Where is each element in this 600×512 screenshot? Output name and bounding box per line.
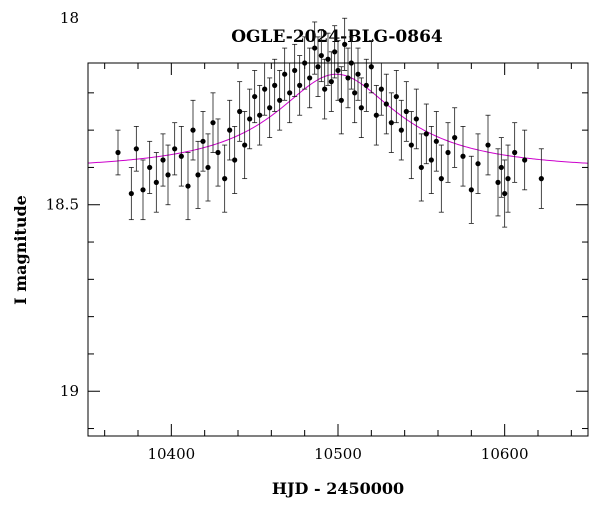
data-point (498, 164, 504, 171)
x-axis-ticks (104, 63, 572, 436)
data-point (165, 172, 171, 178)
data-point (423, 131, 429, 137)
data-point (147, 164, 153, 171)
data-point (502, 190, 508, 197)
data-point (452, 135, 458, 141)
data-point (403, 108, 409, 115)
x-axis-tick-labels: 10400 10500 10600 (147, 445, 528, 463)
y-tick-label: 18 (60, 9, 79, 27)
data-point (522, 157, 528, 163)
data-point (115, 149, 121, 156)
data-point (475, 161, 481, 167)
data-point (485, 142, 491, 148)
data-point (200, 138, 206, 144)
data-point (262, 86, 268, 92)
y-tick-label: 19 (60, 382, 79, 400)
data-point (185, 183, 191, 189)
data-point (418, 164, 424, 171)
data-point (538, 176, 544, 182)
chart-title: OGLE-2024-BLG-0864 (231, 27, 443, 47)
data-point (512, 149, 518, 156)
data-point (352, 90, 358, 96)
data-point (398, 127, 404, 133)
data-point (460, 153, 466, 159)
data-point (242, 142, 248, 148)
data-point (128, 190, 134, 197)
data-point (292, 67, 298, 74)
data-point (222, 176, 228, 182)
data-point (237, 108, 243, 115)
data-point (282, 71, 288, 77)
data-point (312, 45, 318, 51)
data-point (342, 41, 348, 47)
data-point (247, 116, 253, 122)
data-point (133, 146, 139, 152)
data-points (115, 17, 544, 228)
x-tick-label: 10400 (147, 445, 195, 463)
data-point (318, 52, 324, 59)
data-point (190, 127, 196, 133)
data-point (433, 138, 439, 144)
data-point (172, 146, 178, 152)
data-point (232, 157, 238, 163)
data-point (428, 157, 434, 163)
data-point (445, 149, 451, 156)
data-point (257, 112, 263, 118)
y-axis-label: I magnitude (11, 195, 30, 305)
x-tick-label: 10500 (314, 445, 362, 463)
data-point (368, 64, 374, 70)
data-point (345, 75, 351, 81)
data-point (505, 176, 511, 182)
data-point (272, 82, 278, 88)
data-point (267, 105, 273, 111)
data-point (335, 67, 341, 74)
data-point (160, 157, 166, 163)
data-point (195, 172, 201, 178)
x-axis-label: HJD - 2450000 (272, 479, 404, 498)
data-point (383, 101, 389, 107)
data-point (277, 97, 283, 103)
data-point (252, 93, 258, 100)
data-point (355, 71, 361, 77)
data-point (215, 149, 221, 156)
data-point (153, 179, 159, 185)
data-point (297, 82, 303, 88)
data-point (328, 79, 334, 85)
data-point (205, 164, 211, 171)
y-axis-tick-labels: 18 18.5 19 (46, 9, 79, 400)
data-point (332, 49, 338, 55)
data-point (287, 90, 293, 96)
y-tick-label: 18.5 (46, 196, 79, 214)
data-point (315, 64, 321, 70)
data-point (388, 120, 394, 126)
data-point (140, 187, 146, 193)
data-point (338, 97, 344, 103)
data-point (408, 142, 414, 148)
data-point (178, 153, 184, 159)
data-point (307, 75, 313, 81)
data-point (373, 112, 379, 118)
data-point (438, 176, 444, 182)
data-point (227, 127, 233, 133)
data-point (393, 93, 399, 100)
data-point (322, 86, 328, 92)
x-tick-label: 10600 (481, 445, 529, 463)
data-point (468, 187, 474, 193)
data-point (325, 56, 331, 62)
data-point (363, 82, 369, 88)
data-point (210, 120, 216, 126)
data-point (378, 86, 384, 92)
data-point (495, 179, 501, 185)
data-point (413, 116, 419, 122)
plot-frame (87, 62, 589, 437)
data-point (358, 105, 364, 111)
y-axis-ticks (88, 92, 588, 430)
